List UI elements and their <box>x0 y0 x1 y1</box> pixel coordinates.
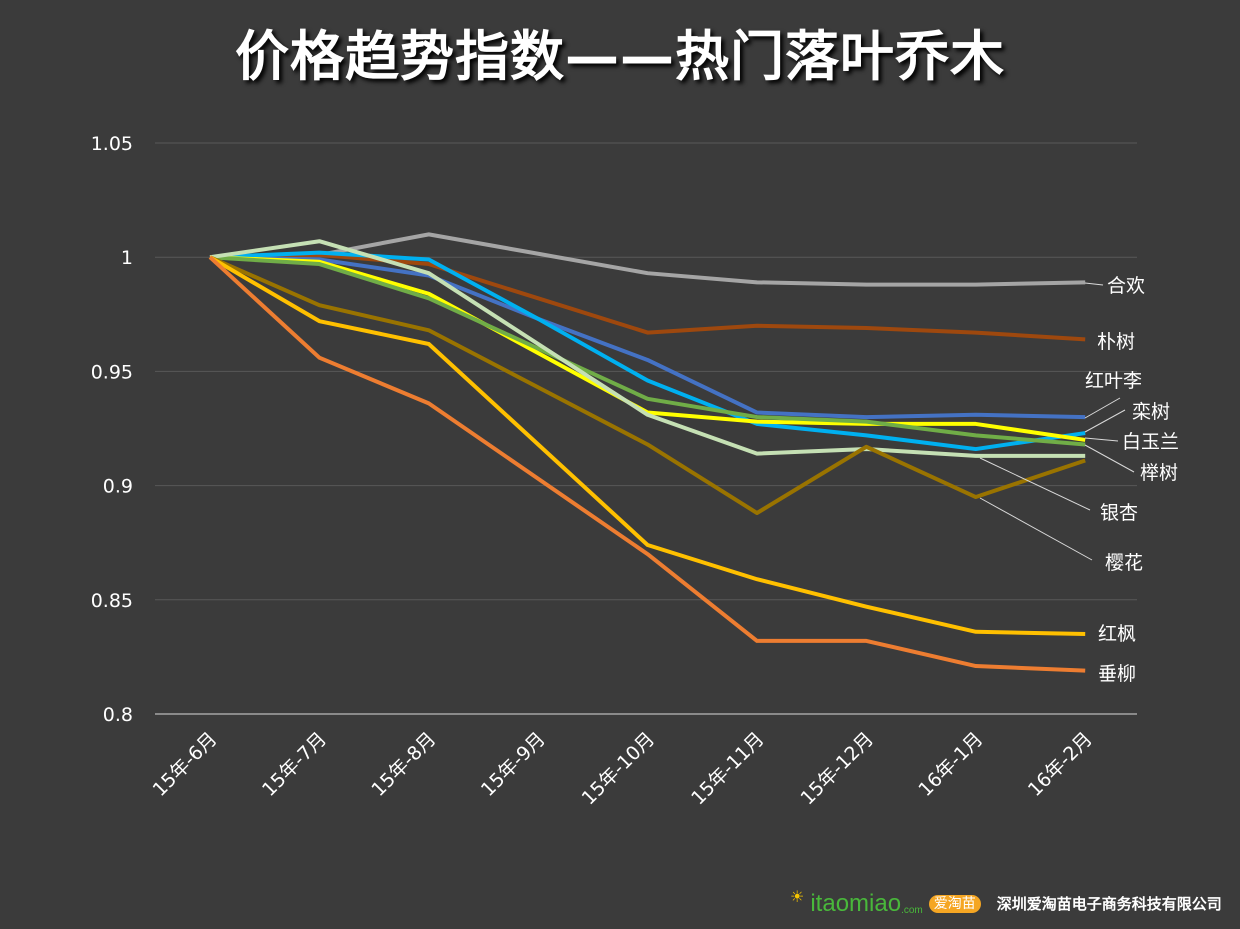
x-tick-label: 16年-1月 <box>914 728 987 801</box>
logo-domain: .com <box>901 905 923 916</box>
leader-line <box>1084 409 1126 433</box>
x-tick-label: 15年-12月 <box>796 728 877 809</box>
x-tick-label: 15年-8月 <box>367 728 440 801</box>
x-tick-label: 15年-10月 <box>578 728 659 809</box>
leader-line <box>1084 444 1135 473</box>
series-label: 合欢 <box>1107 275 1145 297</box>
logo: itaomiao .com <box>810 890 922 918</box>
logo-text: itaomiao <box>810 890 902 917</box>
series-label: 垂柳 <box>1098 663 1136 685</box>
series-label: 白玉兰 <box>1122 431 1179 453</box>
chart-title: 价格趋势指数——热门落叶乔木 <box>235 25 1005 88</box>
x-tick-label: 16年-2月 <box>1024 728 1097 801</box>
y-tick-label: 1 <box>121 247 133 269</box>
series-line-朴树 <box>209 252 1086 342</box>
series-label: 朴树 <box>1097 331 1135 353</box>
leader-line <box>979 457 1091 511</box>
company-name: 深圳爱淘苗电子商务科技有限公司 <box>996 895 1222 913</box>
x-tick-label: 15年-6月 <box>149 728 222 801</box>
y-tick-label: 0.85 <box>91 590 133 612</box>
leader-line <box>1084 397 1121 419</box>
series-line-榉树 <box>209 255 1086 447</box>
series-line-合欢 <box>209 232 1086 287</box>
series-line-栾树 <box>209 250 1086 452</box>
series-label: 榉树 <box>1140 462 1178 484</box>
series-line-垂柳 <box>208 255 1086 673</box>
y-tick-label: 1.05 <box>91 133 133 155</box>
series-label: 银杏 <box>1100 502 1138 524</box>
x-tick-label: 15年-11月 <box>687 728 768 809</box>
leader-line <box>1084 282 1104 286</box>
series-label: 栾树 <box>1132 401 1170 423</box>
x-tick-label: 15年-9月 <box>477 728 550 801</box>
series-line-红叶李 <box>209 255 1086 420</box>
leader-line <box>1084 437 1119 442</box>
footer: ☀ itaomiao .com 爱淘苗 深圳爱淘苗电子商务科技有限公司 <box>790 888 1235 918</box>
y-tick-label: 0.8 <box>103 704 133 726</box>
y-tick-label: 0.9 <box>103 476 133 498</box>
sun-icon: ☀ <box>790 887 805 906</box>
series-label: 红枫 <box>1098 623 1136 645</box>
x-tick-label: 15年-7月 <box>258 728 331 801</box>
y-tick-label: 0.95 <box>91 361 133 383</box>
leader-line <box>979 497 1093 561</box>
series-line-红枫 <box>208 255 1086 637</box>
series-line-樱花 <box>209 255 1086 516</box>
series-label: 樱花 <box>1105 552 1143 574</box>
series-line-银杏 <box>209 239 1086 458</box>
logo-cn: 爱淘苗 <box>928 895 981 913</box>
series-label: 红叶李 <box>1085 370 1142 392</box>
